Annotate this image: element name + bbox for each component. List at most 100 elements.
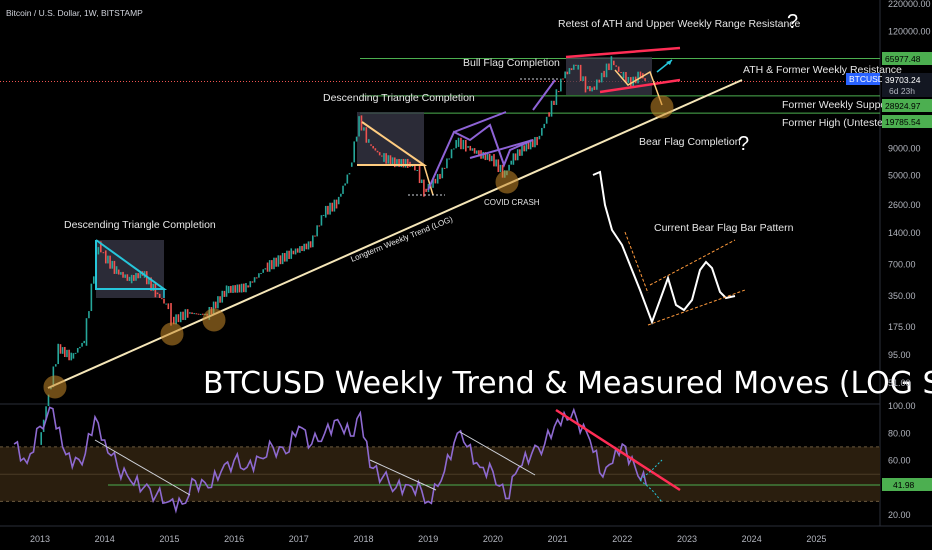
- price-candle: [644, 78, 646, 82]
- price-candle: [370, 144, 372, 146]
- time-tick-label: 2024: [742, 534, 762, 544]
- price-candle: [346, 174, 349, 184]
- price-candle: [493, 154, 495, 167]
- price-candle: [124, 274, 126, 278]
- circle-2015a: [160, 322, 184, 346]
- price-candle: [478, 150, 480, 157]
- circle-bear-flag: [650, 95, 674, 119]
- price-candle: [418, 165, 421, 184]
- price-candle: [460, 137, 462, 150]
- bear-flag-pattern-bars: [592, 170, 736, 325]
- price-candle: [281, 252, 284, 265]
- price-candle: [342, 185, 344, 194]
- price-candle: [637, 71, 639, 84]
- price-candle: [462, 139, 465, 150]
- time-axis[interactable]: 2013 2014 2015 2016 2017 2018 2019 2020 2021 2022…: [30, 534, 826, 544]
- price-candle: [411, 165, 414, 167]
- price-candle: [299, 246, 301, 253]
- price-candle: [85, 318, 88, 346]
- time-tick-label: 2022: [612, 534, 632, 544]
- former-high-text: 19785.54: [885, 117, 921, 127]
- price-candle: [156, 292, 159, 295]
- price-candle: [217, 296, 219, 309]
- price-candle: [378, 152, 381, 156]
- price-candle: [232, 285, 234, 293]
- rsi-trend-2014: [94, 439, 191, 496]
- price-candle: [541, 127, 543, 136]
- price-tick-label: 175.00: [888, 322, 916, 332]
- former-high-badge: 19785.54: [882, 115, 932, 128]
- price-candle: [97, 247, 100, 255]
- price-candle: [172, 316, 175, 325]
- rsi-value-badge: 41.98: [882, 478, 932, 491]
- price-candle: [133, 275, 135, 281]
- price-candle: [40, 432, 43, 445]
- price-tick-label: 5000.00: [888, 170, 921, 180]
- price-candle: [234, 285, 236, 293]
- price-candle: [534, 137, 536, 148]
- price-candle: [128, 276, 131, 282]
- price-candle: [617, 66, 620, 72]
- price-candle: [414, 166, 416, 171]
- price-candle: [622, 71, 625, 79]
- rsi-tick-label: 100.00: [888, 401, 916, 411]
- price-candle: [564, 71, 566, 79]
- price-candle: [372, 146, 375, 149]
- price-candle: [279, 255, 282, 265]
- price-candle: [355, 136, 358, 142]
- price-candle: [303, 243, 305, 252]
- price-candle: [283, 253, 286, 262]
- price-candle: [627, 76, 630, 83]
- time-tick-label: 2014: [95, 534, 115, 544]
- price-candle: [420, 179, 423, 184]
- price-candle: [296, 248, 299, 253]
- price-candle: [582, 76, 584, 82]
- price-candle: [350, 162, 353, 167]
- price-candle: [170, 303, 172, 326]
- price-candle: [337, 196, 340, 205]
- price-candle: [387, 155, 390, 164]
- desc-triangle-2018-tail: [423, 164, 434, 196]
- price-candle: [508, 164, 510, 171]
- bull-flag-bottom: [469, 139, 534, 159]
- time-tick-label: 2021: [548, 534, 568, 544]
- price-candle: [130, 274, 133, 284]
- price-candle: [579, 64, 582, 82]
- range-box-2021: [566, 57, 652, 95]
- price-candle: [126, 274, 129, 281]
- price-candle: [465, 139, 467, 152]
- price-candle: [340, 193, 342, 197]
- price-candle: [158, 293, 161, 298]
- price-candle: [389, 155, 392, 166]
- price-candle: [557, 91, 560, 93]
- rsi-value-text: 41.98: [893, 480, 915, 490]
- price-candle: [593, 86, 596, 90]
- price-candle: [290, 248, 293, 259]
- price-candle: [182, 311, 184, 320]
- price-candle: [586, 86, 589, 90]
- price-candle: [184, 309, 187, 321]
- price-candle: [277, 255, 280, 267]
- price-candle: [488, 153, 491, 162]
- rsi-axis[interactable]: 100.00 80.00 60.00 20.00: [888, 401, 916, 520]
- price-axis[interactable]: 220000.00 120000.00 9000.00 5000.00 2600.00 1…: [888, 0, 931, 388]
- price-candle: [613, 60, 615, 66]
- price-candle: [314, 235, 316, 237]
- price-candle: [68, 349, 70, 361]
- price-candle: [163, 298, 165, 304]
- price-candle: [260, 273, 262, 275]
- price-candle: [76, 348, 79, 353]
- time-tick-label: 2020: [483, 534, 503, 544]
- price-tick-label: 120000.00: [888, 26, 931, 36]
- price-candle: [294, 248, 297, 255]
- price-candle: [453, 148, 455, 150]
- price-candle: [318, 225, 321, 227]
- price-candle: [335, 199, 338, 209]
- price-candle: [288, 250, 290, 259]
- price-candle: [570, 68, 573, 71]
- price-candle: [473, 148, 476, 154]
- price-candle: [152, 283, 155, 291]
- price-candle: [519, 149, 521, 156]
- price-candle: [603, 70, 605, 78]
